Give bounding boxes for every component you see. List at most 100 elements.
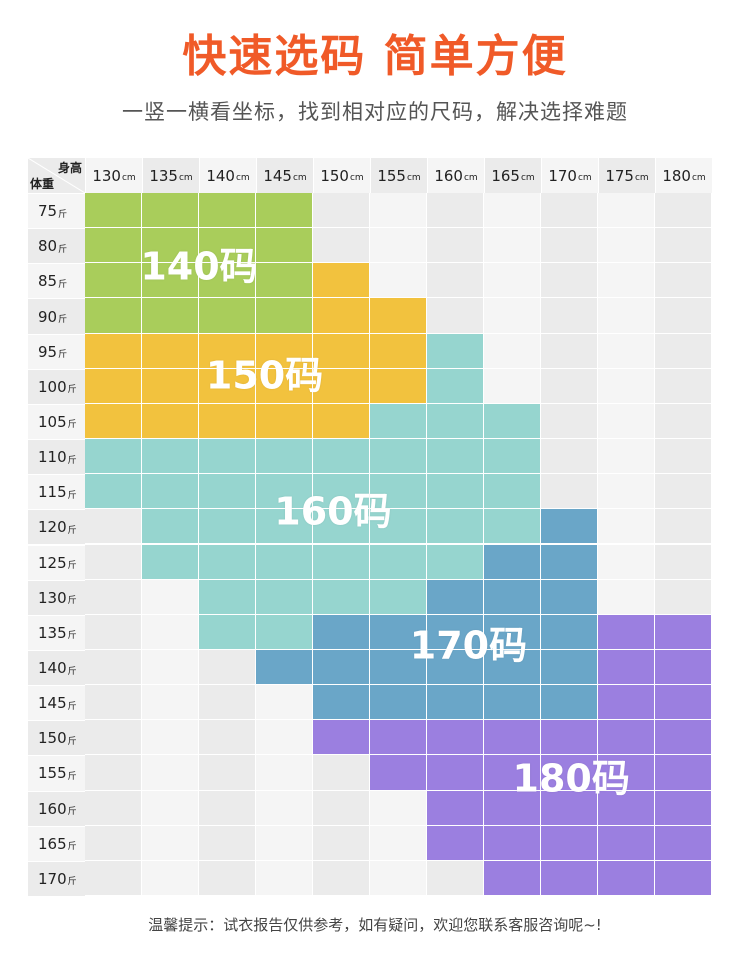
weight-value: 130 <box>38 588 67 607</box>
empty-cell <box>85 614 142 650</box>
empty-cell <box>370 263 427 299</box>
height-header-145: 145 cm <box>256 158 313 193</box>
height-value: 170 <box>548 166 577 185</box>
size-cell-160码 <box>427 368 484 404</box>
size-cell-150码 <box>142 403 199 440</box>
empty-cell <box>142 579 199 615</box>
height-unit: cm <box>349 172 364 183</box>
empty-cell <box>142 649 199 686</box>
size-cell-180码 <box>655 755 712 791</box>
size-label-180码: 180码 <box>512 756 630 801</box>
empty-cell <box>427 228 484 264</box>
empty-cell <box>199 720 256 756</box>
size-cell-160码 <box>199 614 256 650</box>
size-cell-170码 <box>313 649 370 686</box>
empty-cell <box>142 825 199 861</box>
weight-unit: 斤 <box>67 631 77 642</box>
size-cell-170码 <box>427 649 484 686</box>
weight-value: 80 <box>38 237 58 256</box>
weight-unit: 斤 <box>67 420 77 431</box>
size-cell-180码 <box>598 860 655 896</box>
size-cell-180码 <box>598 825 655 861</box>
height-value: 165 <box>491 166 520 185</box>
size-cell-150码 <box>199 368 256 404</box>
weight-value: 165 <box>38 834 67 853</box>
size-cell-160码 <box>142 474 199 510</box>
size-cell-140码 <box>199 228 256 264</box>
weight-unit: 斤 <box>58 244 68 255</box>
height-unit: cm <box>406 172 421 183</box>
empty-cell <box>85 509 142 545</box>
size-cell-140码 <box>142 298 199 334</box>
size-cell-150码 <box>313 333 370 369</box>
height-header-155: 155 cm <box>370 158 427 193</box>
size-cell-180码 <box>427 825 484 861</box>
size-cell-140码 <box>199 298 256 334</box>
weight-axis-label: 体重 <box>30 177 55 191</box>
size-cell-150码 <box>85 333 142 369</box>
empty-cell <box>256 720 313 756</box>
empty-cell <box>541 228 598 264</box>
height-value: 130 <box>92 166 121 185</box>
empty-cell <box>370 790 427 826</box>
size-cell-150码 <box>85 403 142 440</box>
size-cell-170码 <box>427 614 484 650</box>
size-cell-160码 <box>313 579 370 615</box>
size-cell-160码 <box>484 474 541 510</box>
size-cell-160码 <box>142 439 199 475</box>
empty-cell <box>598 193 655 229</box>
empty-cell <box>199 825 256 861</box>
empty-cell <box>199 860 256 896</box>
height-value: 175 <box>605 166 634 185</box>
empty-cell <box>313 825 370 861</box>
weight-header-115: 115 斤 <box>28 474 85 510</box>
size-cell-140码 <box>85 263 142 299</box>
weight-unit: 斤 <box>67 666 77 677</box>
weight-value: 170 <box>38 869 67 888</box>
empty-cell <box>598 298 655 334</box>
weight-value: 85 <box>38 272 58 291</box>
corner-header: 身高 体重 <box>28 158 85 193</box>
weight-header-140: 140 斤 <box>28 649 85 686</box>
size-cell-180码 <box>427 790 484 826</box>
empty-cell <box>85 860 142 896</box>
height-header-150: 150 cm <box>313 158 370 193</box>
weight-value: 125 <box>38 553 67 572</box>
weight-header-135: 135 斤 <box>28 614 85 650</box>
size-cell-180码 <box>598 649 655 686</box>
height-unit: cm <box>634 172 649 183</box>
empty-cell <box>85 790 142 826</box>
weight-unit: 斤 <box>67 525 77 536</box>
empty-cell <box>541 368 598 404</box>
empty-cell <box>655 368 712 404</box>
weight-value: 135 <box>38 623 67 642</box>
size-label-140码: 140码 <box>140 244 258 289</box>
size-cell-170码 <box>541 579 598 615</box>
size-cell-160码 <box>427 333 484 369</box>
weight-unit: 斤 <box>67 701 77 712</box>
size-chart: 身高 体重 130 cm 135 cm 140 cm 145 cm 150 cm 155 cm 160 c… <box>28 158 712 896</box>
empty-cell <box>484 263 541 299</box>
weight-unit: 斤 <box>58 279 68 290</box>
size-cell-160码 <box>313 509 370 545</box>
size-cell-150码 <box>142 368 199 404</box>
weight-unit: 斤 <box>67 736 77 747</box>
height-value: 140 <box>206 166 235 185</box>
page-title: 快速选码 简单方便 <box>182 31 568 82</box>
empty-cell <box>85 685 142 721</box>
weight-header-110: 110 斤 <box>28 439 85 475</box>
size-cell-170码 <box>370 614 427 650</box>
weight-unit: 斤 <box>58 315 68 325</box>
weight-unit: 斤 <box>67 807 77 818</box>
size-cell-180码 <box>541 825 598 861</box>
size-cell-170码 <box>484 649 541 686</box>
weight-value: 95 <box>38 342 58 361</box>
size-cell-160码 <box>199 509 256 545</box>
weight-unit: 斤 <box>67 771 77 782</box>
empty-cell <box>541 298 598 334</box>
empty-cell <box>370 825 427 861</box>
weight-value: 110 <box>38 448 67 467</box>
size-cell-140码 <box>85 228 142 264</box>
size-cell-160码 <box>142 544 199 580</box>
empty-cell <box>655 544 712 580</box>
